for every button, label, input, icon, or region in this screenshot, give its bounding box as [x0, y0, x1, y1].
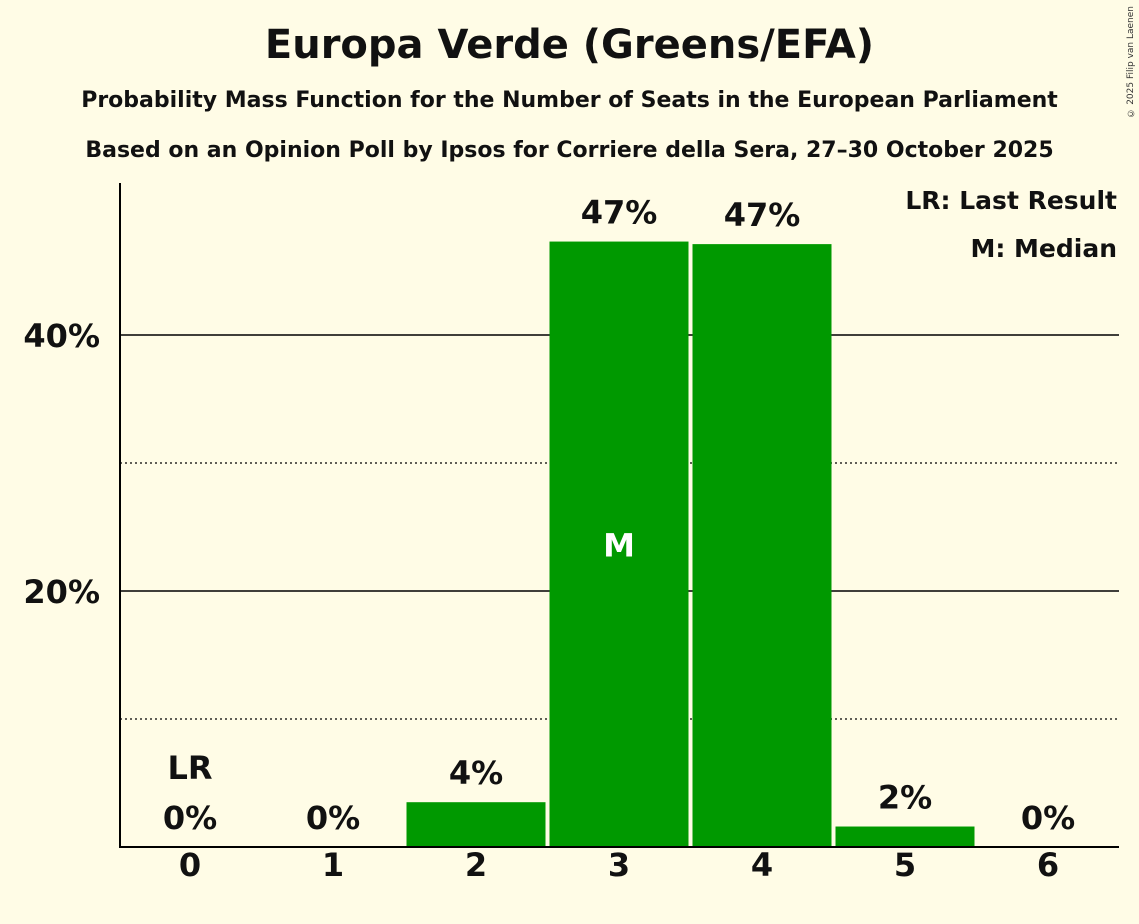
value-label-4: 47%	[724, 196, 801, 234]
value-label-0: 0%	[163, 799, 217, 837]
bar-2	[406, 802, 546, 847]
value-label-6: 0%	[1021, 799, 1075, 837]
x-tick-label-4: 4	[751, 846, 773, 884]
median-marker: M	[603, 526, 635, 564]
x-tick-label-1: 1	[322, 846, 344, 884]
bar-3	[549, 241, 689, 847]
x-tick-label-0: 0	[179, 846, 201, 884]
x-tick-label-6: 6	[1037, 846, 1059, 884]
chart-subtitle: Probability Mass Function for the Number…	[81, 88, 1058, 113]
value-label-1: 0%	[306, 799, 360, 837]
x-tick-label-5: 5	[894, 846, 916, 884]
value-label-2: 4%	[449, 754, 503, 792]
chart-source-subtitle: Based on an Opinion Poll by Ipsos for Co…	[85, 138, 1054, 163]
value-label-3: 47%	[581, 194, 658, 232]
x-tick-label-2: 2	[465, 846, 487, 884]
y-tick-label-20: 20%	[23, 573, 100, 611]
x-tick-label-3: 3	[608, 846, 630, 884]
last-result-marker: LR	[167, 749, 212, 787]
y-tick-label-40: 40%	[23, 317, 100, 355]
legend-entry-0: LR: Last Result	[905, 186, 1117, 215]
legend-entry-1: M: Median	[970, 234, 1117, 263]
bar-5	[835, 826, 975, 847]
bar-4	[692, 244, 832, 847]
chart-title: Europa Verde (Greens/EFA)	[264, 22, 875, 68]
value-label-5: 2%	[878, 779, 932, 817]
